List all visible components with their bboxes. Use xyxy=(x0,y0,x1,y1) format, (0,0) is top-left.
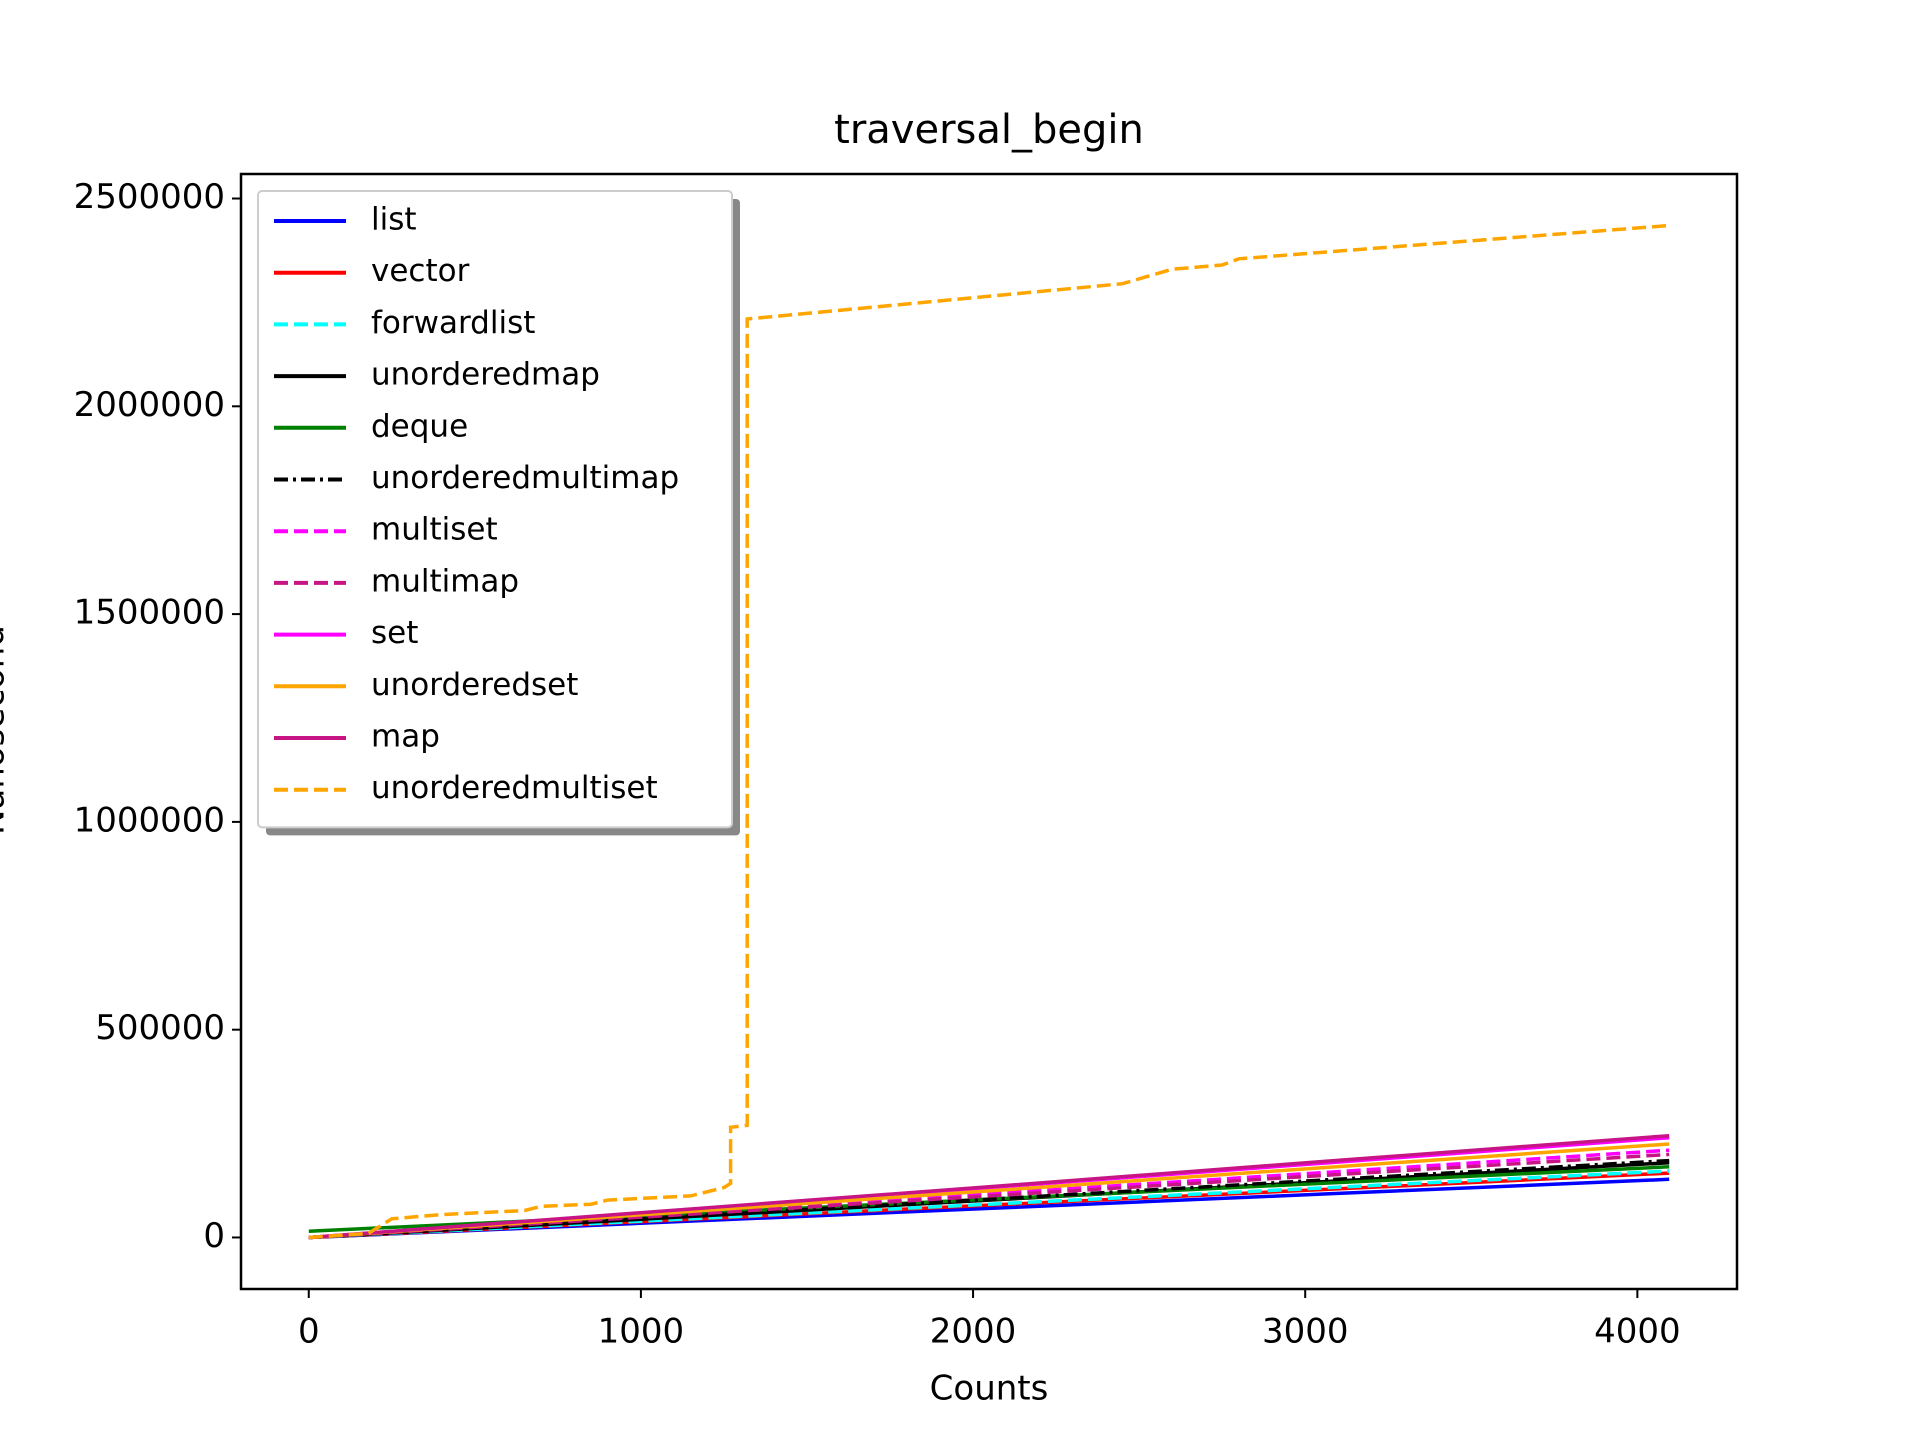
x-tick-label: 3000 xyxy=(1262,1312,1349,1352)
legend-label: deque xyxy=(371,408,468,444)
legend-label: list xyxy=(371,202,417,238)
legend-label: unorderedmap xyxy=(371,357,600,393)
legend: list vector forwardlist unorderedmap deque un… xyxy=(257,190,740,836)
x-tick-label: 1000 xyxy=(598,1312,685,1352)
y-tick-label: 0 xyxy=(203,1216,225,1256)
legend-label: unorderedset xyxy=(371,667,578,703)
legend-label: vector xyxy=(371,253,470,289)
y-tick-label: 2500000 xyxy=(74,177,225,217)
plot-frame xyxy=(239,172,1739,1291)
y-tick-label: 500000 xyxy=(95,1008,225,1048)
legend-label: multiset xyxy=(371,512,498,548)
x-tick-label: 2000 xyxy=(930,1312,1017,1352)
x-axis-label: Counts xyxy=(930,1369,1049,1409)
legend-label: unorderedmultimap xyxy=(371,460,679,496)
legend-label: set xyxy=(371,615,418,651)
legend-label: forwardlist xyxy=(371,305,535,341)
series-line xyxy=(308,1133,1670,1240)
legend-label: multimap xyxy=(371,563,519,599)
x-tick-label: 4000 xyxy=(1594,1312,1681,1352)
legend-label: unorderedmultiset xyxy=(371,770,658,806)
y-tick-label: 1000000 xyxy=(74,800,225,840)
y-tick-label: 2000000 xyxy=(74,385,225,425)
y-axis-label: Nanosecond xyxy=(0,625,13,835)
series-line xyxy=(308,223,1670,1240)
legend-label: map xyxy=(371,719,440,755)
chart-title: traversal_begin xyxy=(834,107,1144,153)
y-tick-label: 1500000 xyxy=(74,593,225,633)
legend-box xyxy=(257,190,733,829)
x-tick-label: 0 xyxy=(298,1312,320,1352)
